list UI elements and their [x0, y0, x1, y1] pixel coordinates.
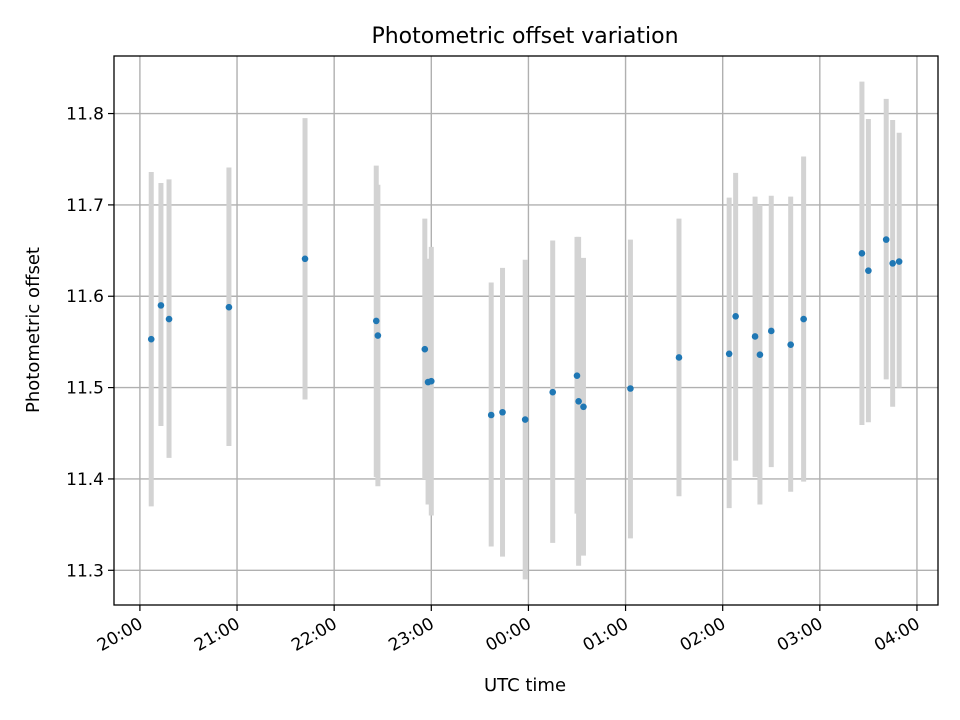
y-axis-ticks: 11.3 11.4 11.5 11.6 11.7 11.8 — [66, 105, 114, 581]
data-point — [487, 411, 495, 419]
data-point — [889, 260, 896, 267]
data-point — [675, 354, 683, 361]
y-tick-label: 11.3 — [66, 561, 104, 581]
data-point — [895, 258, 903, 265]
y-tick-label: 11.6 — [66, 287, 104, 307]
data-point — [499, 408, 506, 416]
chart-title: Photometric offset variation — [371, 24, 678, 49]
data-point — [800, 315, 807, 323]
x-tick-label: 23:00 — [385, 614, 437, 656]
data-point — [627, 385, 634, 392]
data-point — [767, 327, 775, 335]
data-point — [725, 350, 733, 358]
x-tick-label: 04:00 — [871, 614, 923, 656]
data-point — [225, 303, 233, 311]
error-bars — [148, 81, 902, 580]
data-point — [374, 332, 382, 339]
data-point — [575, 397, 582, 405]
data-point — [865, 267, 872, 274]
data-point — [732, 313, 739, 320]
x-axis-ticks: 20:00 21:00 22:00 23:00 00:00 01:00 02:00 03:00… — [94, 605, 923, 656]
y-tick-label: 11.4 — [66, 470, 104, 490]
y-axis-label: Photometric offset — [23, 247, 44, 413]
y-tick-label: 11.7 — [66, 196, 104, 216]
data-point — [165, 315, 173, 323]
y-tick-label: 11.8 — [66, 105, 104, 125]
x-tick-label: 02:00 — [677, 614, 729, 656]
data-point — [882, 236, 890, 243]
data-points — [147, 236, 903, 423]
x-axis-label: UTC time — [484, 675, 566, 696]
data-point — [147, 335, 155, 343]
x-tick-label: 22:00 — [288, 614, 340, 656]
data-point — [756, 351, 764, 359]
x-tick-label: 00:00 — [482, 614, 534, 656]
data-point — [157, 302, 165, 309]
data-point — [427, 377, 435, 385]
x-tick-label: 20:00 — [94, 614, 146, 656]
x-tick-label: 03:00 — [774, 614, 826, 656]
y-tick-label: 11.5 — [66, 379, 104, 399]
data-point — [421, 345, 429, 353]
data-point — [301, 255, 309, 263]
data-point — [751, 333, 759, 340]
data-point — [580, 403, 587, 411]
data-point — [573, 372, 581, 380]
data-point — [858, 250, 866, 257]
data-point — [549, 388, 557, 396]
data-point — [787, 341, 794, 348]
data-point — [521, 416, 529, 423]
x-tick-label: 21:00 — [191, 614, 243, 656]
data-point — [372, 317, 380, 325]
plot-frame — [113, 55, 939, 606]
x-tick-label: 01:00 — [580, 614, 632, 656]
